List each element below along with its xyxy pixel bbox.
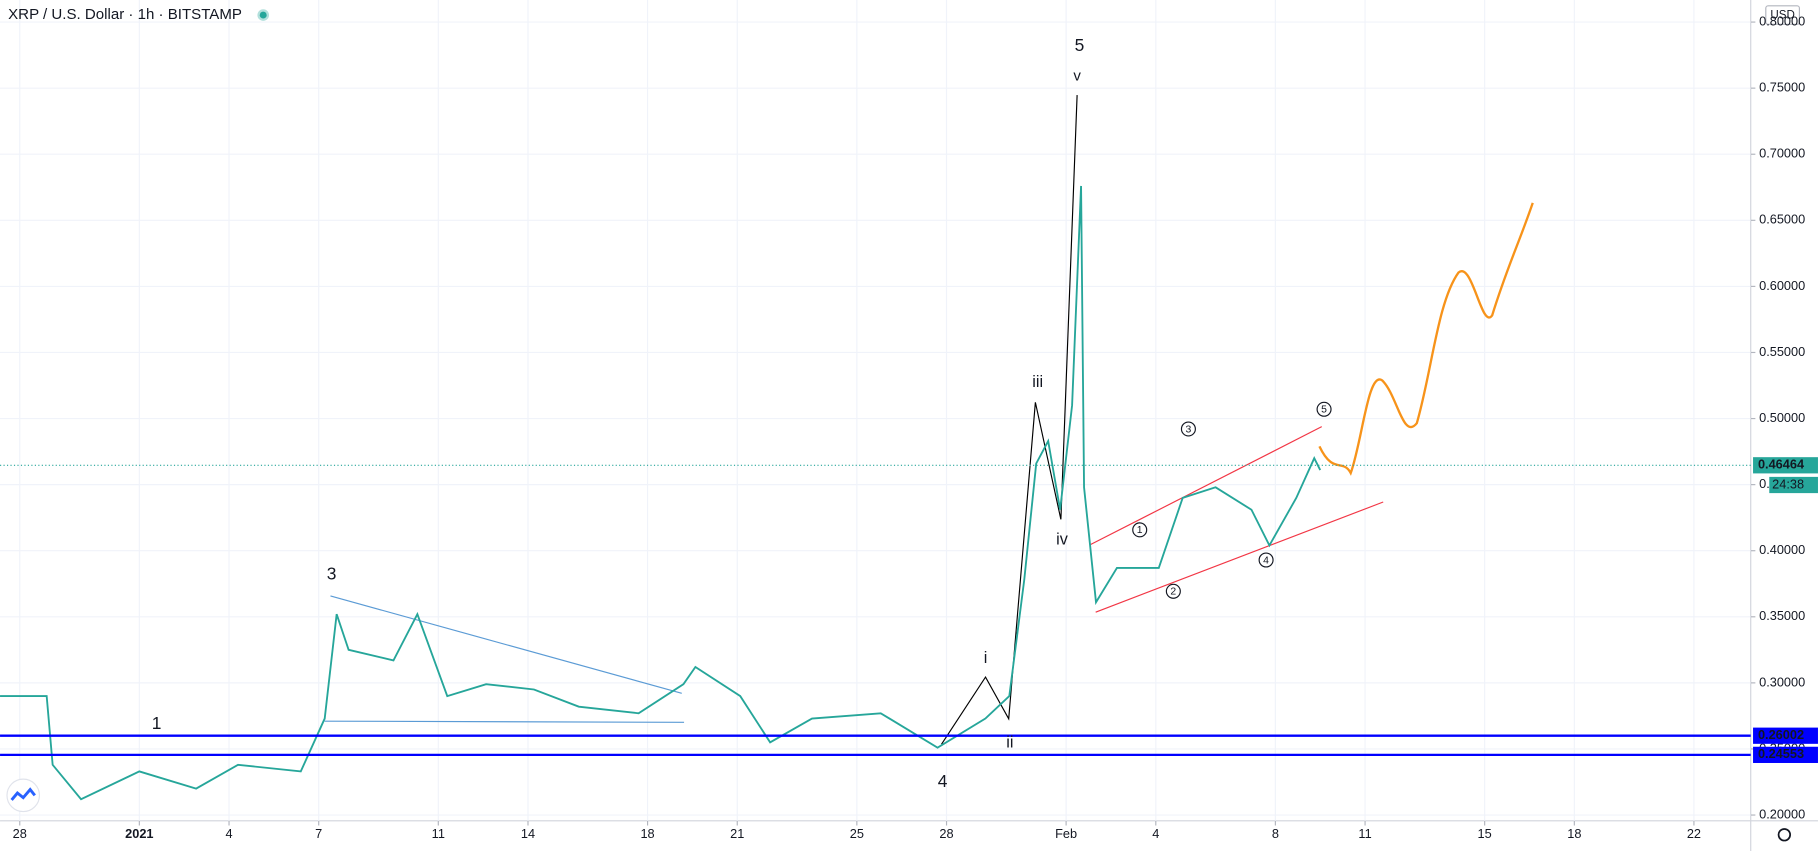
circled-label: 1 [1137,525,1143,536]
circled-label: 2 [1170,587,1176,598]
circled-label-ring [1180,421,1196,437]
x-tick-label: 18 [1567,826,1581,841]
wave-label: 5 [1075,35,1085,55]
wave-label: v [1073,68,1081,85]
y-tick-label: 0.70000 [1759,146,1805,161]
wave-label: iii [1032,373,1043,391]
currency: USD [1770,10,1794,22]
circled-label: 3 [1186,424,1192,435]
x-tick-label: 15 [1478,826,1492,841]
x-tick-label: Feb [1055,826,1077,841]
wave-label: 4 [938,771,948,791]
x-tick-label: 14 [521,826,535,841]
x-tick-label: 28 [939,826,953,841]
countdown-tag [1769,476,1818,494]
y-tick-label: 0.65000 [1759,212,1805,227]
x-tick-label: 25 [850,826,864,841]
x-tick-label: 18 [640,826,654,841]
drawing [940,95,1078,745]
wave-label: 1 [152,713,162,733]
price-line [0,185,1322,801]
y-tick-label: 0.35000 [1759,608,1805,623]
wave-label: i [984,649,988,667]
currency-box [1765,5,1800,25]
x-tick-label: 21 [730,826,744,841]
x-tick-label: 11 [432,826,445,841]
status-dot [259,11,267,19]
y-tick-label: 0.50000 [1759,410,1805,425]
logo [6,778,41,813]
price-tag-label: 0.24553 [1758,746,1804,761]
x-tick-label: 8 [1272,826,1279,841]
x-tick-label: 2021 [125,826,153,841]
grid [0,0,1756,826]
wave-label: iv [1056,531,1069,549]
y-tick-label: 0.40000 [1759,542,1805,557]
wave-label: 3 [327,564,337,584]
circled-label-ring [1165,583,1181,599]
circled-label: 5 [1321,405,1327,416]
logo-mark [10,787,36,801]
drawing [1095,501,1384,613]
drawing [330,595,682,694]
drawing [324,720,685,723]
settings-icon[interactable] [1777,828,1792,842]
last-price-label: 0.46464 [1758,457,1805,472]
x-tick-label: 4 [1152,826,1159,841]
x-tick-label: 4 [225,826,232,841]
countdown: 24:38 [1772,476,1804,491]
x-tick-label: 28 [13,826,27,841]
y-tick-label: 0.20000 [1759,806,1805,821]
x-tick-label: 22 [1687,826,1701,841]
y-tick-label: 0.55000 [1759,344,1805,359]
last-price-tag [1753,457,1818,474]
x-tick-label: 7 [315,826,322,841]
circled-label-ring [1132,522,1148,538]
circled-label-ring [1316,401,1332,417]
drawing [1089,426,1323,546]
wave-label: ii [1006,733,1013,751]
price-tag-label: 0.26002 [1758,727,1804,742]
y-tick-label: 0.60000 [1759,278,1805,293]
price-tag [1753,727,1818,744]
x-tick-label: 11 [1358,826,1371,841]
price-tag [1753,746,1818,763]
chart-title: XRP / U.S. Dollar · 1h · BITSTAMP [8,6,242,23]
circled-label: 4 [1263,555,1269,566]
y-tick-label: 0.80000 [1759,13,1805,28]
y-tick-label: 0.75000 [1759,80,1805,95]
circled-label-ring [1258,552,1274,568]
y-tick-label: 0.30000 [1759,674,1805,689]
